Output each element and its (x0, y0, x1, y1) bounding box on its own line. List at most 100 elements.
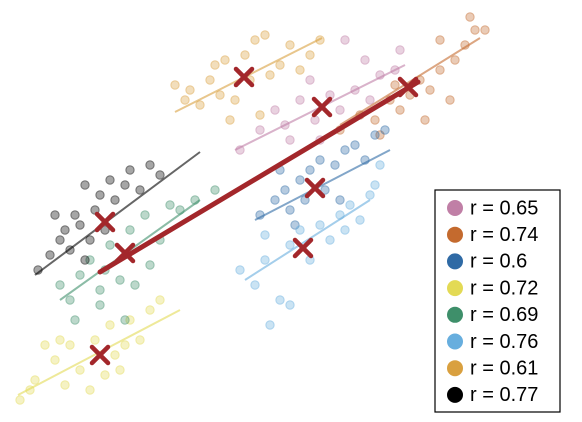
mean-marker (304, 177, 326, 199)
point (295, 65, 305, 75)
point (375, 130, 385, 140)
point (130, 280, 140, 290)
point (50, 210, 60, 220)
legend-label: r = 0.6 (470, 251, 527, 273)
point (55, 335, 65, 345)
overall-fit-line (97, 79, 421, 275)
point (295, 95, 305, 105)
legend-label: r = 0.77 (470, 384, 538, 406)
point (285, 300, 295, 310)
point (110, 195, 120, 205)
point (285, 135, 295, 145)
legend-label: r = 0.72 (470, 277, 538, 299)
mean-marker (114, 242, 136, 264)
legend-swatch (447, 226, 463, 243)
point (335, 105, 345, 115)
legend-swatch (447, 200, 463, 216)
point (270, 105, 280, 115)
point (305, 50, 315, 60)
point (120, 315, 130, 325)
point (420, 115, 430, 125)
point (120, 180, 130, 190)
point (295, 175, 305, 185)
point (60, 380, 70, 390)
point (435, 35, 445, 45)
point (320, 185, 330, 195)
point (110, 350, 120, 360)
point (325, 235, 335, 245)
point (105, 175, 115, 185)
point (95, 190, 105, 200)
point (185, 85, 195, 95)
point (155, 295, 165, 305)
point (365, 190, 375, 200)
point (270, 195, 280, 205)
point (285, 240, 295, 250)
point (470, 25, 480, 35)
point (255, 110, 265, 120)
mean-marker (311, 96, 333, 118)
point (125, 315, 135, 325)
point (265, 70, 275, 80)
point (75, 270, 85, 280)
point (115, 275, 125, 285)
point (250, 35, 260, 45)
point (345, 200, 355, 210)
point (255, 125, 265, 135)
legend-label: r = 0.74 (470, 224, 538, 246)
point (290, 220, 300, 230)
point (180, 95, 190, 105)
point (215, 90, 225, 100)
point (340, 225, 350, 235)
point (370, 180, 380, 190)
point (285, 40, 295, 50)
legend-swatch (447, 386, 463, 403)
plot-area (15, 12, 490, 405)
point (340, 145, 350, 155)
point (165, 200, 175, 210)
point (230, 95, 240, 105)
point (75, 220, 85, 230)
legend-label: r = 0.65 (470, 197, 538, 219)
mean-marker (94, 211, 116, 233)
point (260, 230, 270, 240)
point (370, 130, 380, 140)
point (250, 280, 260, 290)
point (135, 335, 145, 345)
point (70, 210, 80, 220)
point (365, 95, 375, 105)
point (85, 255, 95, 265)
point (90, 335, 100, 345)
point (120, 340, 130, 350)
point (170, 80, 180, 90)
point (105, 240, 115, 250)
point (40, 340, 50, 350)
legend-swatch (447, 333, 463, 350)
point (85, 235, 95, 245)
point (100, 370, 110, 380)
point (65, 340, 75, 350)
mean-marker (292, 237, 314, 259)
point (305, 75, 315, 85)
point (370, 115, 380, 125)
point (205, 75, 215, 85)
point (310, 115, 320, 125)
mean-marker (397, 76, 419, 98)
point (235, 265, 245, 275)
point (335, 195, 345, 205)
mean-marker (233, 66, 255, 88)
point (225, 115, 235, 125)
point (195, 100, 205, 110)
point (380, 125, 390, 135)
point (340, 35, 350, 45)
point (70, 315, 80, 325)
point (285, 205, 295, 215)
legend-label: r = 0.69 (470, 304, 538, 326)
point (220, 55, 230, 65)
point (360, 55, 370, 65)
point (275, 60, 285, 70)
point (305, 165, 315, 175)
point (260, 30, 270, 40)
point (125, 165, 135, 175)
